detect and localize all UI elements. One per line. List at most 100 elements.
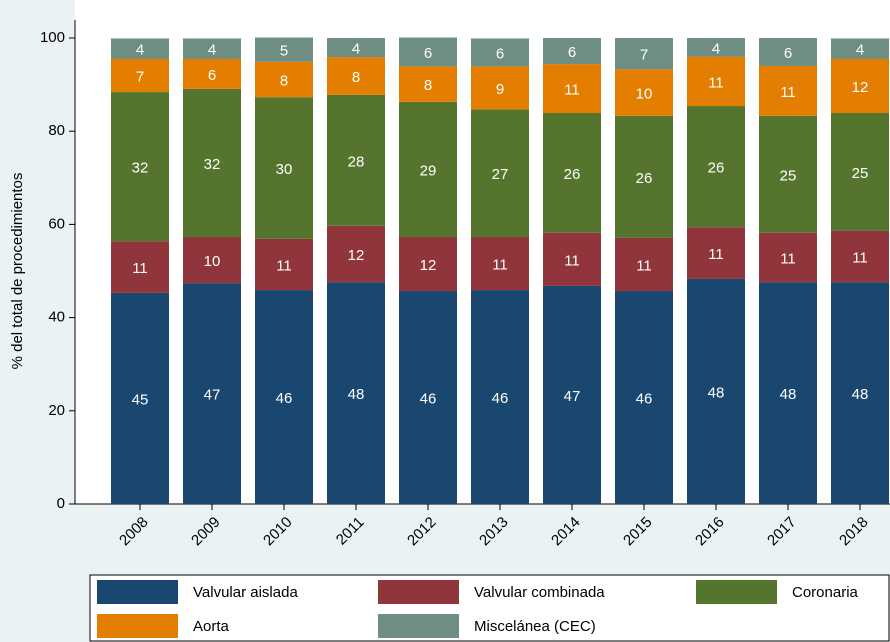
legend-label: Miscelánea (CEC) [474, 618, 596, 635]
bar-segment [687, 278, 745, 504]
bar-segment [183, 236, 241, 284]
value-label: 12 [852, 79, 869, 96]
value-label: 11 [564, 252, 580, 269]
legend-label: Coronaria [792, 584, 859, 601]
value-label: 6 [424, 45, 432, 62]
x-tick-label: 2017 [764, 514, 800, 550]
bar-segment [831, 58, 889, 114]
bar-segment [111, 58, 169, 93]
value-label: 11 [780, 84, 796, 101]
value-label: 10 [636, 85, 653, 102]
legend-label: Aorta [193, 618, 230, 635]
x-tick-label: 2018 [836, 514, 872, 550]
value-label: 9 [496, 81, 504, 98]
x-tick-label: 2011 [333, 514, 368, 549]
bar-segment [687, 227, 745, 279]
bar-segment [327, 225, 385, 283]
bar-segment [543, 64, 601, 114]
value-label: 6 [568, 44, 576, 61]
value-label: 29 [420, 162, 437, 179]
legend-swatch [97, 614, 178, 638]
value-label: 12 [420, 257, 437, 274]
bar-segment [759, 115, 817, 233]
value-label: 27 [492, 166, 509, 183]
bar-segment [543, 285, 601, 504]
value-label: 46 [276, 390, 293, 407]
bar-segment [615, 69, 673, 116]
x-tick-label: 2008 [116, 514, 152, 550]
y-tick-label: 40 [48, 309, 65, 326]
bar-segment [687, 38, 745, 57]
bar-segment [255, 97, 313, 239]
bar-segment [255, 238, 313, 291]
value-label: 47 [204, 387, 221, 404]
value-label: 46 [420, 390, 437, 407]
x-tick-label: 2009 [188, 514, 224, 550]
x-tick-label: 2016 [692, 514, 728, 550]
value-label: 48 [348, 386, 365, 403]
value-label: 8 [424, 77, 432, 94]
bar-segment [687, 56, 745, 107]
bar-segment [831, 230, 889, 283]
legend-label: Valvular combinada [474, 584, 605, 601]
bar-segment [399, 37, 457, 67]
value-label: 8 [352, 69, 360, 86]
value-label: 26 [708, 160, 725, 177]
legend-swatch [378, 580, 459, 604]
value-label: 4 [208, 42, 216, 59]
value-label: 45 [132, 391, 149, 408]
bar-segment [543, 232, 601, 286]
value-label: 48 [708, 384, 725, 401]
bar-segment [759, 38, 817, 66]
value-label: 4 [352, 41, 360, 58]
x-tick-label: 2012 [404, 514, 440, 550]
value-label: 46 [636, 390, 653, 407]
value-label: 10 [204, 253, 221, 270]
value-label: 4 [712, 40, 720, 57]
bar-segment [615, 237, 673, 292]
legend-label: Valvular aislada [193, 584, 298, 601]
bar-segment [471, 290, 529, 504]
legend-swatch [97, 580, 178, 604]
value-label: 26 [564, 166, 581, 183]
bar-segment [327, 282, 385, 504]
bar-segment [615, 115, 673, 238]
bar-segment [615, 291, 673, 504]
bar-segment [759, 65, 817, 116]
bar-segment [255, 61, 313, 98]
y-tick-label: 0 [57, 495, 65, 512]
value-label: 4 [856, 42, 864, 59]
bar-segment [831, 38, 889, 59]
value-label: 6 [784, 45, 792, 62]
bar-segment [471, 66, 529, 110]
bar-segment [831, 282, 889, 504]
value-label: 11 [132, 260, 148, 277]
bar-segment [111, 38, 169, 59]
bar-segment [399, 236, 457, 292]
bar-segment [759, 232, 817, 283]
value-label: 6 [496, 45, 504, 62]
value-label: 26 [636, 170, 653, 187]
x-tick-label: 2013 [476, 514, 512, 550]
value-label: 5 [280, 43, 288, 60]
value-label: 25 [780, 167, 797, 184]
bar-segment [183, 88, 241, 237]
bar-segment [471, 236, 529, 291]
bar-segment [183, 38, 241, 59]
bar-segment [543, 38, 601, 65]
value-label: 11 [708, 246, 724, 263]
y-tick-label: 60 [48, 215, 65, 232]
bar-segment [183, 283, 241, 504]
y-tick-label: 100 [40, 29, 65, 46]
bar-segment [111, 241, 169, 293]
value-label: 28 [348, 153, 365, 170]
bar-segment [471, 109, 529, 237]
value-label: 11 [852, 250, 868, 267]
bar-segment [399, 101, 457, 237]
bar-segment [543, 113, 601, 233]
bar-segment [759, 282, 817, 504]
value-label: 11 [276, 257, 292, 274]
value-label: 32 [132, 160, 149, 177]
x-tick-label: 2014 [548, 514, 584, 550]
